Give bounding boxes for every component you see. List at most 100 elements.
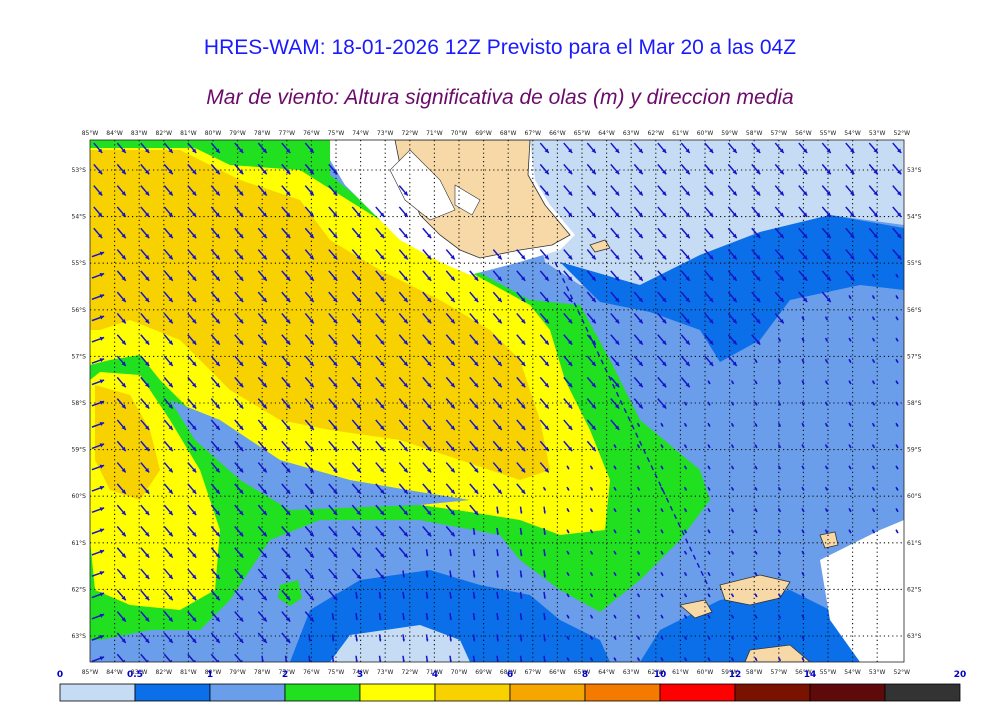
lon-label-top: 76°W: [303, 130, 320, 137]
wave-arrow: [801, 358, 805, 364]
wave-arrow: [116, 163, 127, 175]
wave-arrow: [234, 547, 244, 559]
wave-arrow: [257, 142, 268, 154]
wave-arrow: [492, 462, 503, 473]
wave-arrow: [116, 547, 127, 559]
wave-arrow: [707, 635, 711, 641]
wave-arrow: [704, 291, 714, 303]
colorbar-swatch: [734, 683, 811, 702]
wave-arrow: [636, 529, 641, 534]
wave-arrow: [801, 337, 805, 342]
wave-arrow: [683, 635, 688, 641]
wave-arrow: [445, 376, 456, 388]
wave-arrow: [472, 655, 476, 662]
wave-arrow: [519, 506, 523, 514]
wave-arrow: [422, 504, 432, 516]
wave-arrow: [445, 525, 456, 537]
lon-label-bottom: 73°W: [377, 669, 394, 676]
wave-arrow: [754, 657, 758, 662]
wave-arrow: [351, 206, 362, 218]
wave-arrow: [187, 504, 197, 516]
wave-arrow: [801, 444, 805, 449]
wave-arrow: [563, 334, 573, 346]
wave-arrow: [657, 142, 667, 154]
wave-arrow: [660, 507, 664, 513]
wave-arrow: [163, 547, 174, 559]
wave-arrow: [328, 440, 338, 452]
wave-arrow: [257, 206, 268, 218]
wave-arrow: [868, 227, 879, 239]
wave-arrow: [660, 635, 664, 641]
wave-arrow: [727, 142, 738, 154]
colorbar-swatch: [209, 683, 286, 702]
wave-arrow: [801, 529, 805, 534]
wave-arrow: [730, 401, 735, 406]
wave-arrow: [234, 142, 244, 154]
wave-arrow: [730, 529, 735, 534]
wave-arrow: [116, 291, 127, 303]
wave-arrow: [566, 507, 570, 513]
colorbar-swatch: [59, 683, 136, 702]
colorbar-swatch: [284, 683, 361, 702]
colorbar-tick: 1: [207, 670, 213, 680]
wave-arrow: [355, 591, 358, 599]
wave-arrow: [187, 547, 197, 559]
wave-arrow: [519, 570, 523, 578]
wave-arrow: [680, 206, 691, 218]
wave-arrow: [586, 334, 597, 346]
wave-arrow: [586, 291, 597, 303]
wave-arrow: [824, 507, 829, 513]
wave-arrow: [281, 249, 291, 260]
wave-arrow: [351, 312, 362, 324]
wave-arrow: [281, 419, 291, 431]
wave-arrow: [704, 355, 714, 367]
wave-arrow: [683, 422, 688, 428]
wave-arrow: [331, 634, 335, 642]
wave-arrow: [563, 419, 573, 431]
wave-arrow: [469, 419, 479, 431]
wave-arrow: [848, 507, 852, 513]
wave-arrow: [516, 312, 526, 324]
wave-arrow: [613, 465, 617, 470]
wave-arrow: [636, 444, 641, 449]
lon-label-bottom: 58°W: [746, 669, 763, 676]
wave-arrow: [375, 227, 385, 239]
wave-arrow: [140, 525, 150, 537]
lat-label-right: 55°S: [907, 260, 922, 267]
wave-arrow: [610, 270, 620, 282]
wave-arrow: [496, 655, 499, 662]
wave-arrow: [633, 270, 644, 282]
wave-arrow: [657, 398, 667, 410]
wave-arrow: [871, 294, 876, 300]
wave-arrow: [660, 550, 664, 555]
wave-arrow: [492, 355, 503, 367]
wave-arrow: [754, 422, 758, 428]
wave-arrow: [754, 571, 758, 577]
wave-arrow: [351, 227, 362, 239]
wave-arrow: [798, 249, 808, 260]
wave-arrow: [895, 486, 899, 491]
wave-arrow: [116, 632, 127, 644]
wave-arrow: [140, 419, 150, 431]
wave-arrow: [257, 440, 268, 452]
wave-arrow: [704, 249, 714, 260]
wave-arrow: [543, 591, 546, 599]
wave-arrow: [257, 376, 268, 388]
wave-arrow: [586, 249, 597, 260]
wave-arrow: [91, 421, 105, 428]
wave-arrow: [469, 334, 479, 346]
wave-arrow: [422, 312, 432, 324]
wave-arrow: [257, 589, 268, 601]
wave-arrow: [375, 547, 385, 559]
lon-label-bottom: 55°W: [820, 669, 837, 676]
deep-blue-band-north: [560, 215, 904, 362]
wave-arrow: [683, 657, 688, 662]
wave-arrow: [351, 440, 362, 452]
wave-arrow: [398, 206, 409, 218]
wave-arrow: [234, 355, 244, 367]
wave-arrow: [754, 486, 758, 491]
lon-label-bottom: 83°W: [131, 669, 148, 676]
wave-arrow: [754, 465, 758, 470]
wave-arrow: [422, 525, 432, 537]
lat-label-right: 61°S: [907, 540, 922, 547]
